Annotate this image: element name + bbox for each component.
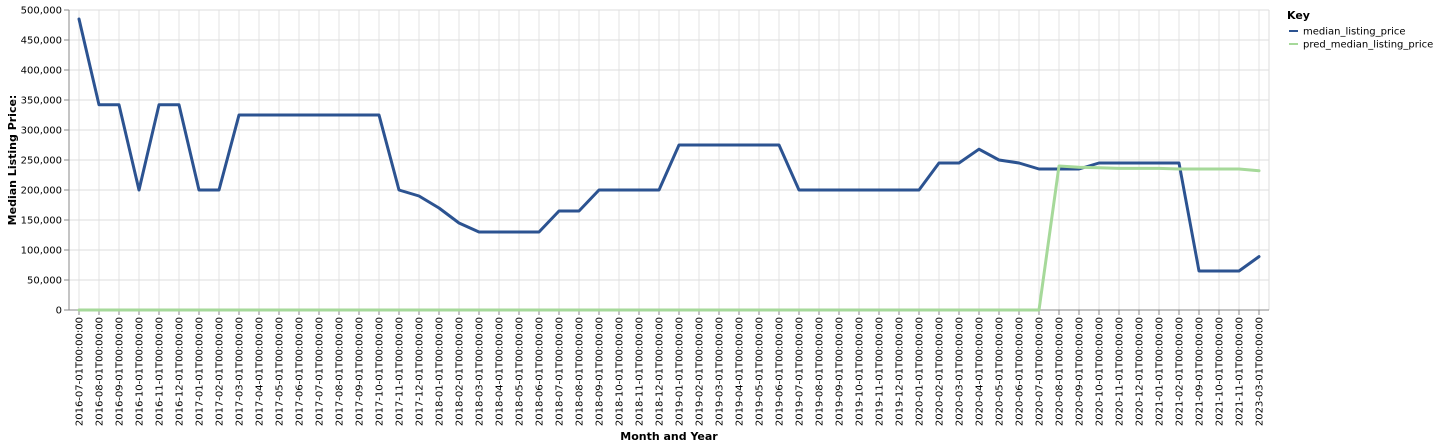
x-tick-label: 2020-08-01T00:00:00	[1055, 317, 1066, 426]
series-line-pred-median-listing-price	[77, 164, 1261, 312]
x-tick-label: 2020-01-01T00:00:00	[915, 317, 926, 426]
x-tick-label: 2017-11-01T00:00:00	[395, 317, 406, 426]
x-tick-label: 2019-08-01T00:00:00	[815, 317, 826, 426]
x-tick-label: 2019-01-01T00:00:00	[675, 317, 686, 426]
series-lines	[77, 17, 1261, 312]
x-tick-label: 2017-05-01T00:00:00	[275, 317, 286, 426]
x-tick-label: 2021-10-01T00:00:00	[1215, 317, 1226, 426]
x-tick-label: 2017-07-01T00:00:00	[315, 317, 326, 426]
x-tick-label: 2016-10-01T00:00:00	[135, 317, 146, 426]
x-tick-label: 2018-04-01T00:00:00	[495, 317, 506, 426]
x-tick-label: 2019-06-01T00:00:00	[775, 317, 786, 426]
x-tick-label: 2017-01-01T00:00:00	[195, 317, 206, 426]
x-tick-label: 2017-03-01T00:00:00	[235, 317, 246, 426]
y-tick-label: 400,000	[21, 66, 62, 77]
x-tick-label: 2020-04-01T00:00:00	[975, 317, 986, 426]
x-tick-label: 2016-12-01T00:00:00	[175, 317, 186, 426]
x-tick-label: 2020-06-01T00:00:00	[1015, 317, 1026, 426]
x-tick-label: 2020-09-01T00:00:00	[1075, 317, 1086, 426]
x-tick-label: 2020-11-01T00:00:00	[1115, 317, 1126, 426]
y-tick-label: 50,000	[27, 276, 62, 287]
x-tick-label: 2017-02-01T00:00:00	[215, 317, 226, 426]
y-tick-label: 0	[56, 306, 62, 317]
x-tick-label: 2018-07-01T00:00:00	[555, 317, 566, 426]
x-tick-label: 2018-05-01T00:00:00	[515, 317, 526, 426]
y-tick-label: 200,000	[21, 186, 62, 197]
x-tick-label: 2016-07-01T00:00:00	[75, 317, 86, 426]
x-tick-label: 2020-12-01T00:00:00	[1135, 317, 1146, 426]
x-tick-label: 2019-09-01T00:00:00	[835, 317, 846, 426]
x-tick-label: 2018-11-01T00:00:00	[635, 317, 646, 426]
x-tick-label: 2016-09-01T00:00:00	[115, 317, 126, 426]
x-tick-label: 2016-08-01T00:00:00	[95, 317, 106, 426]
x-tick-label: 2018-08-01T00:00:00	[575, 317, 586, 426]
x-tick-label: 2017-04-01T00:00:00	[255, 317, 266, 426]
x-tick-label: 2020-03-01T00:00:00	[955, 317, 966, 426]
x-tick-label: 2020-05-01T00:00:00	[995, 317, 1006, 426]
x-tick-label: 2018-03-01T00:00:00	[475, 317, 486, 426]
series-line-median-listing-price	[77, 17, 1261, 273]
legend-title: Key	[1287, 9, 1310, 22]
axes: 0 50,000 100,000 150,000 200,000 250,000 300,0…	[21, 6, 1269, 426]
y-axis-title: Median Listing Price:	[6, 95, 19, 226]
x-axis-title: Month and Year	[620, 430, 718, 443]
x-tick-label: 2017-08-01T00:00:00	[335, 317, 346, 426]
legend-label: pred_median_listing_price	[1303, 40, 1433, 51]
y-tick-label: 350,000	[21, 96, 62, 107]
x-tick-label: 2020-02-01T00:00:00	[935, 317, 946, 426]
x-tick-label: 2018-06-01T00:00:00	[535, 317, 546, 426]
y-tick-label: 300,000	[21, 126, 62, 137]
y-tick-label: 250,000	[21, 156, 62, 167]
x-tick-label: 2019-10-01T00:00:00	[855, 317, 866, 426]
x-tick-label: 2023-03-01T00:00:00	[1255, 317, 1266, 426]
x-tick-label: 2019-07-01T00:00:00	[795, 317, 806, 426]
x-tick-label: 2019-12-01T00:00:00	[895, 317, 906, 426]
y-tick-label: 500,000	[21, 6, 62, 17]
x-tick-label: 2020-10-01T00:00:00	[1095, 317, 1106, 426]
x-tick-label: 2018-02-01T00:00:00	[455, 317, 466, 426]
x-tick-label: 2020-07-01T00:00:00	[1035, 317, 1046, 426]
x-tick-label: 2019-11-01T00:00:00	[875, 317, 886, 426]
legend-label: median_listing_price	[1303, 27, 1406, 38]
grid	[69, 9, 1270, 311]
legend: Key median_listing_price pred_median_list…	[1287, 9, 1433, 51]
x-tick-label: 2017-06-01T00:00:00	[295, 317, 306, 426]
x-tick-label: 2018-01-01T00:00:00	[435, 317, 446, 426]
x-tick-label: 2018-12-01T00:00:00	[655, 317, 666, 426]
x-tick-label: 2017-12-01T00:00:00	[415, 317, 426, 426]
x-tick-label: 2016-11-01T00:00:00	[155, 317, 166, 426]
x-tick-label: 2021-02-01T00:00:00	[1175, 317, 1186, 426]
x-tick-label: 2018-10-01T00:00:00	[615, 317, 626, 426]
y-tick-label: 450,000	[21, 36, 62, 47]
x-tick-label: 2018-09-01T00:00:00	[595, 317, 606, 426]
x-tick-label: 2017-10-01T00:00:00	[375, 317, 386, 426]
x-tick-label: 2021-01-01T00:00:00	[1155, 317, 1166, 426]
x-tick-label: 2019-03-01T00:00:00	[715, 317, 726, 426]
y-tick-label: 100,000	[21, 246, 62, 257]
y-tick-label: 150,000	[21, 216, 62, 227]
x-tick-label: 2021-09-01T00:00:00	[1195, 317, 1206, 426]
x-tick-label: 2019-05-01T00:00:00	[755, 317, 766, 426]
x-tick-label: 2021-11-01T00:00:00	[1235, 317, 1246, 426]
x-tick-label: 2019-04-01T00:00:00	[735, 317, 746, 426]
x-tick-label: 2017-09-01T00:00:00	[355, 317, 366, 426]
x-tick-label: 2019-02-01T00:00:00	[695, 317, 706, 426]
